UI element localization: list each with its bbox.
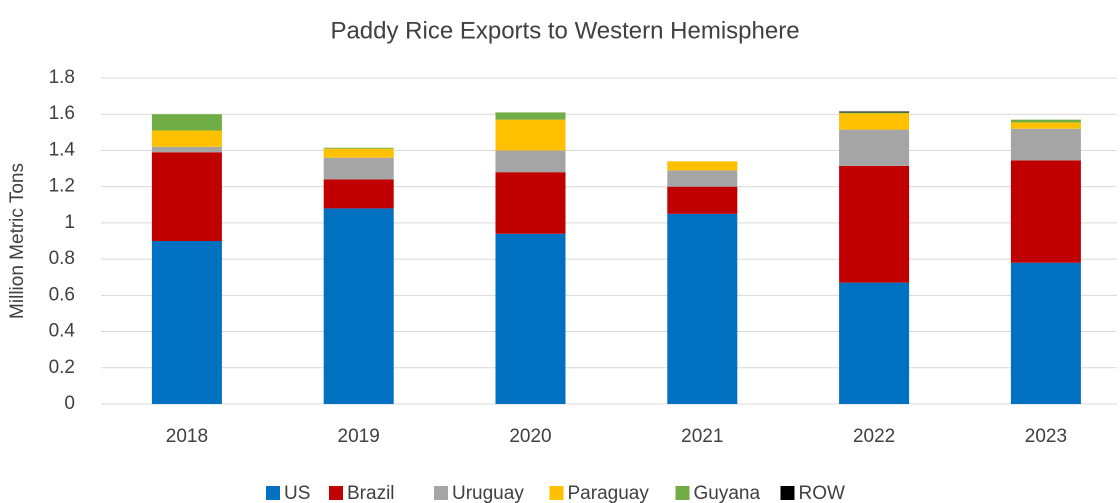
legend: US Brazil Uruguay Paraguay Guyana ROW (266, 483, 845, 503)
chart-title: Paddy Rice Exports to Western Hemisphere (330, 17, 799, 44)
legend-label: Paraguay (568, 483, 650, 503)
y-tick-label: 0.2 (49, 357, 75, 378)
bar-segment (323, 148, 394, 158)
bar-segment (1010, 262, 1081, 404)
legend-label: Brazil (347, 483, 395, 503)
legend-label: US (284, 483, 310, 503)
bar-segment (495, 150, 566, 173)
legend-swatch (266, 486, 280, 500)
y-tick-label: 0 (64, 393, 75, 414)
bar-segment (1010, 122, 1081, 129)
bar-segment (839, 113, 910, 130)
y-axis-label: Million Metric Tons (7, 163, 28, 319)
bar-segment (323, 147, 394, 149)
y-tick-label: 1.8 (49, 67, 75, 88)
y-tick-label: 0.6 (49, 284, 75, 305)
x-tick-label: 2021 (681, 426, 723, 447)
bar-segment (151, 130, 222, 147)
x-tick-label: 2022 (853, 426, 895, 447)
y-tick-label: 0.8 (49, 248, 75, 269)
bar-segment (839, 111, 910, 113)
bar-segment (667, 213, 738, 404)
bar-segment (667, 186, 738, 214)
y-tick-label: 1.4 (49, 139, 76, 160)
legend-label: Uruguay (452, 483, 524, 503)
bar-segment (667, 170, 738, 187)
bar-segment (323, 157, 394, 180)
bar-segment (839, 112, 910, 114)
x-tick-label: 2023 (1025, 426, 1067, 447)
legend-swatch (329, 486, 343, 500)
bar-segment (323, 179, 394, 209)
x-tick-label: 2019 (338, 426, 380, 447)
y-tick-label: 1.6 (49, 103, 75, 124)
bar-segment (839, 165, 910, 283)
bar-segment (495, 112, 566, 120)
bar-segment (1010, 119, 1081, 123)
bar-segment (151, 241, 222, 404)
bar-segment (151, 152, 222, 241)
legend-label: ROW (799, 483, 846, 503)
x-tick-label: 2018 (166, 426, 208, 447)
bar-segment (495, 172, 566, 234)
legend-swatch (434, 486, 448, 500)
bar-segment (495, 233, 566, 404)
legend-swatch (780, 486, 795, 500)
bar-segment (1010, 160, 1081, 263)
bar-segment (151, 114, 222, 131)
y-tick-label: 1 (64, 212, 75, 233)
bar-segment (323, 208, 394, 404)
bar-segment (667, 161, 738, 171)
y-tick-label: 1.2 (49, 176, 75, 197)
x-tick-label: 2020 (509, 426, 551, 447)
y-tick-label: 0.4 (49, 321, 76, 342)
bar-segment (839, 282, 910, 404)
bar-segment (839, 129, 910, 166)
legend-swatch (549, 486, 564, 500)
bar-segment (1010, 128, 1081, 161)
legend-label: Guyana (694, 483, 761, 503)
legend-swatch (675, 486, 690, 500)
bar-segment (495, 119, 566, 151)
bar-segment (151, 146, 222, 153)
